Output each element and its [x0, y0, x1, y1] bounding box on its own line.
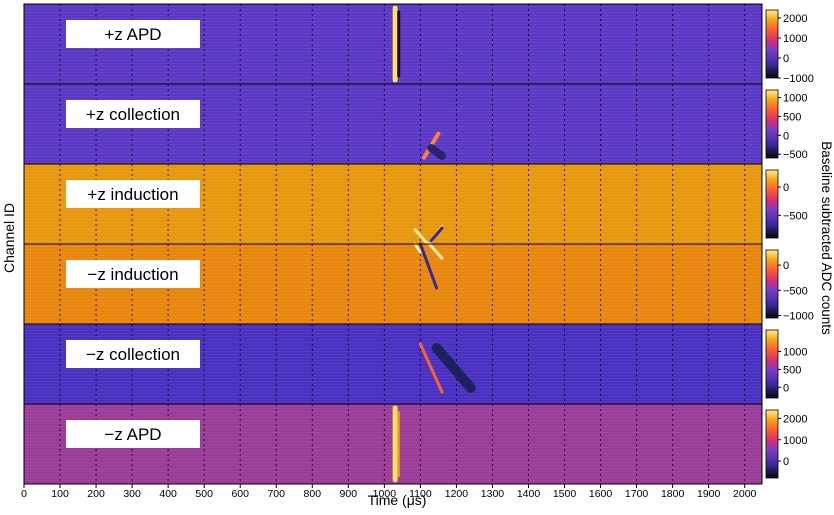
signal-track	[413, 242, 422, 254]
y-axis-label: Channel ID	[1, 203, 17, 273]
colorbar-tick-label: 1000	[783, 33, 807, 45]
panel-label-box	[66, 260, 200, 288]
x-tick-label: 1700	[625, 488, 649, 500]
signal-track	[427, 242, 444, 260]
panel-label-box	[66, 340, 200, 368]
colorbar: 1000 500 0	[765, 329, 807, 399]
panel: +z collection 1000 500 0 −500	[23, 83, 808, 165]
panel: −z APD 2000 1000 0	[23, 403, 807, 485]
colorbar-tick-label: −500	[783, 210, 808, 222]
colorbar: 0 −500 −1000	[765, 249, 814, 322]
panel-label: −z APD	[104, 425, 161, 444]
x-tick-label: 300	[123, 488, 141, 500]
panel-label: +z collection	[86, 105, 180, 124]
colorbar-tick-label: 0	[783, 182, 789, 194]
colorbar-tick-label: 0	[783, 130, 789, 142]
panel-label: +z induction	[87, 185, 178, 204]
panel-label-box	[66, 20, 200, 48]
x-tick-label: 0	[21, 488, 27, 500]
x-axis: 0 100 200 300 400 500 600 700 800 900 1000 1100 1200…	[21, 483, 762, 500]
x-tick-label: 900	[340, 488, 358, 500]
colorbar: 2000 1000 0 −1000	[765, 9, 814, 85]
x-tick-label: 200	[87, 488, 105, 500]
panel: −z collection 1000 500 0	[23, 323, 807, 405]
signal-track	[413, 228, 430, 246]
colorbar-gradient	[765, 89, 779, 159]
panel-label-box	[66, 100, 200, 128]
colorbar-tick-label: −500	[783, 285, 808, 297]
colorbar-gradient	[765, 9, 779, 79]
x-tick-label: 700	[267, 488, 285, 500]
colorbar-tick-label: 2000	[783, 414, 807, 426]
signal-track	[429, 226, 444, 243]
x-tick-label: 400	[159, 488, 177, 500]
colorbar-tick-label: 2000	[783, 13, 807, 25]
colorbar: 1000 500 0 −500	[765, 89, 808, 161]
colorbar-label: Baseline subtracted ADC counts	[819, 141, 834, 335]
x-tick-label: 1600	[589, 488, 613, 500]
colorbar-tick-label: 1000	[783, 435, 807, 447]
colorbar-gradient	[765, 249, 779, 319]
signal-track	[418, 342, 444, 394]
colorbar-tick-label: 0	[783, 53, 789, 65]
x-tick-label: 100	[51, 488, 69, 500]
signal-track	[427, 144, 447, 160]
signal-track	[418, 242, 439, 290]
colorbar-tick-label: 500	[783, 364, 801, 376]
colorbar-tick-label: 500	[783, 111, 801, 123]
x-tick-label: 1000	[373, 488, 397, 500]
x-axis-label: Time (μs)	[368, 492, 427, 508]
panel: −z induction 0 −500 −1000	[23, 242, 814, 325]
x-tick-label: 1300	[481, 488, 505, 500]
colorbar: 0 −500	[765, 169, 808, 239]
panel-label-box	[66, 180, 200, 208]
panel-label-box	[66, 420, 200, 448]
colorbar-tick-label: 1000	[783, 346, 807, 358]
colorbar-tick-label: −500	[783, 149, 808, 161]
panel: +z induction 0 −500	[23, 163, 808, 246]
panel-label: −z collection	[86, 345, 180, 364]
panel-label: +z APD	[104, 25, 161, 44]
panel: +z APD 2000 1000 0 −1000	[23, 3, 814, 85]
colorbar-tick-label: 0	[783, 382, 789, 394]
x-tick-label: 1500	[553, 488, 577, 500]
colorbar-tick-label: 1000	[783, 93, 807, 105]
colorbar: 2000 1000 0	[765, 409, 807, 479]
colorbar-tick-label: 0	[783, 456, 789, 468]
x-tick-label: 1900	[697, 488, 721, 500]
colorbar-tick-label: 0	[783, 260, 789, 272]
colorbar-gradient	[765, 169, 779, 239]
x-tick-label: 800	[304, 488, 322, 500]
colorbar-tick-label: −1000	[783, 310, 814, 322]
x-tick-label: 1200	[445, 488, 469, 500]
signal-track	[431, 343, 476, 393]
x-tick-label: 2000	[733, 488, 757, 500]
x-tick-label: 1100	[409, 488, 432, 500]
x-tick-label: 500	[195, 488, 213, 500]
x-tick-label: 1400	[517, 488, 541, 500]
colorbar-gradient	[765, 329, 779, 399]
colorbar-gradient	[765, 409, 779, 479]
panels-layer: +z APD 2000 1000 0 −1000 +z collection 1000 500…	[23, 3, 814, 485]
panel-label: −z induction	[87, 265, 178, 284]
x-tick-label: 600	[231, 488, 249, 500]
x-tick-label: 1800	[661, 488, 685, 500]
colorbar-tick-label: −1000	[783, 73, 814, 85]
